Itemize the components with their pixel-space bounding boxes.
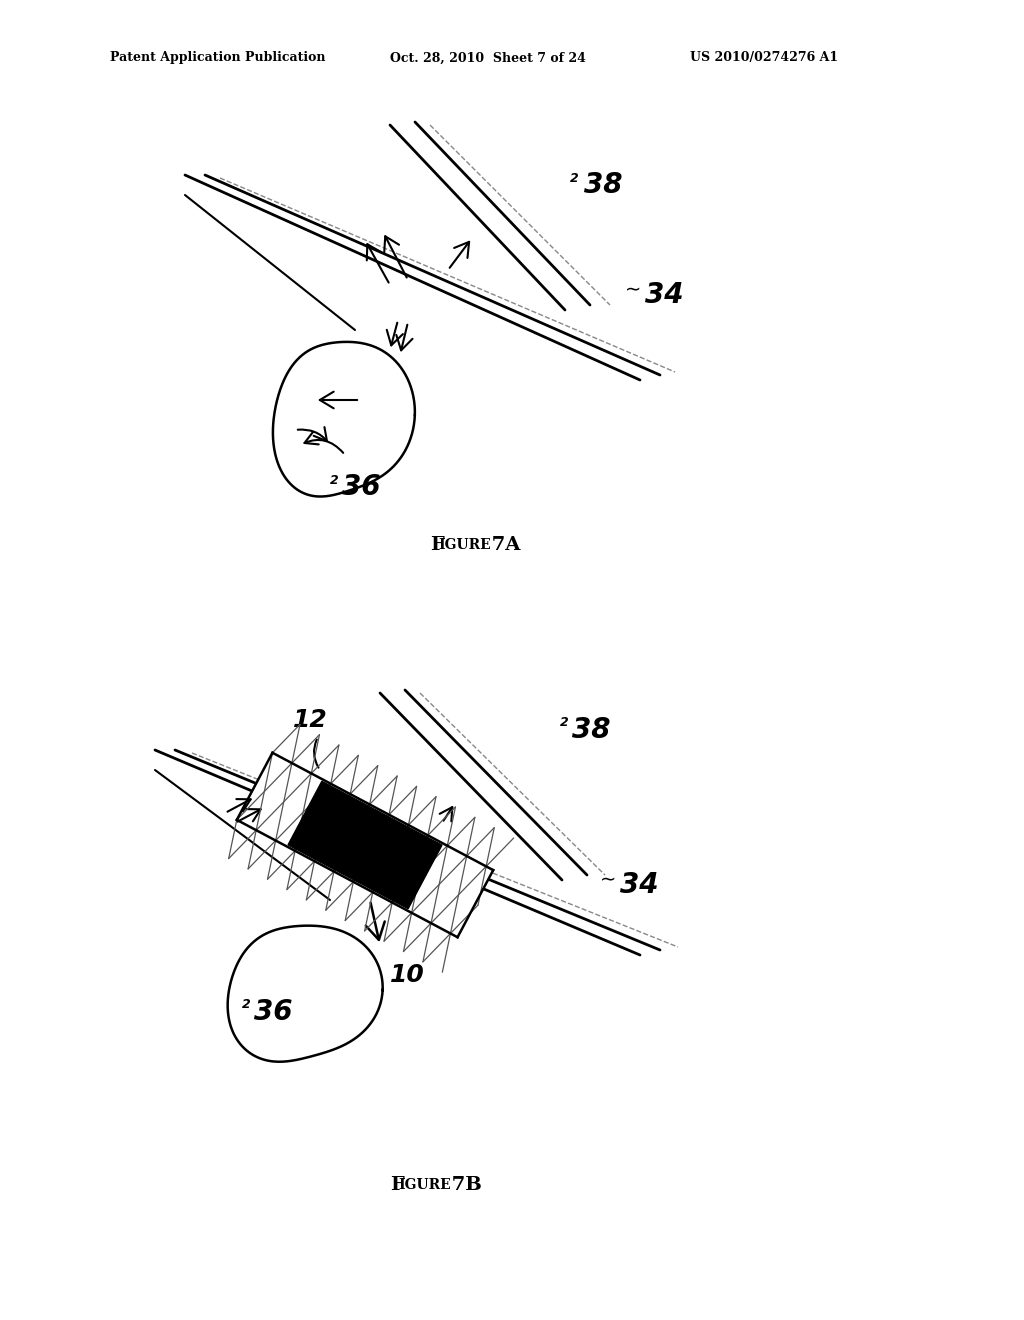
Text: 2: 2 [570,172,579,185]
Text: Oct. 28, 2010  Sheet 7 of 24: Oct. 28, 2010 Sheet 7 of 24 [390,51,586,65]
Text: 34: 34 [645,281,683,309]
Polygon shape [288,781,442,908]
Text: F: F [430,536,443,554]
Text: ∼: ∼ [625,281,641,300]
Polygon shape [237,752,494,937]
Text: 2: 2 [242,998,251,1011]
Text: US 2010/0274276 A1: US 2010/0274276 A1 [690,51,838,65]
Text: 34: 34 [620,871,658,899]
Text: 7A: 7A [485,536,520,554]
Text: IGURE: IGURE [398,1177,451,1192]
Text: IGURE: IGURE [438,539,490,552]
Text: 12: 12 [293,708,328,733]
Text: F: F [390,1176,403,1195]
Text: 2: 2 [330,474,339,487]
Text: 2: 2 [560,717,568,730]
Text: 36: 36 [254,998,293,1026]
Text: 38: 38 [584,172,623,199]
Text: ∼: ∼ [600,870,616,890]
Text: 10: 10 [390,964,425,987]
Text: Patent Application Publication: Patent Application Publication [110,51,326,65]
Text: 38: 38 [572,715,610,744]
Text: 36: 36 [342,473,381,502]
Text: 7B: 7B [445,1176,482,1195]
